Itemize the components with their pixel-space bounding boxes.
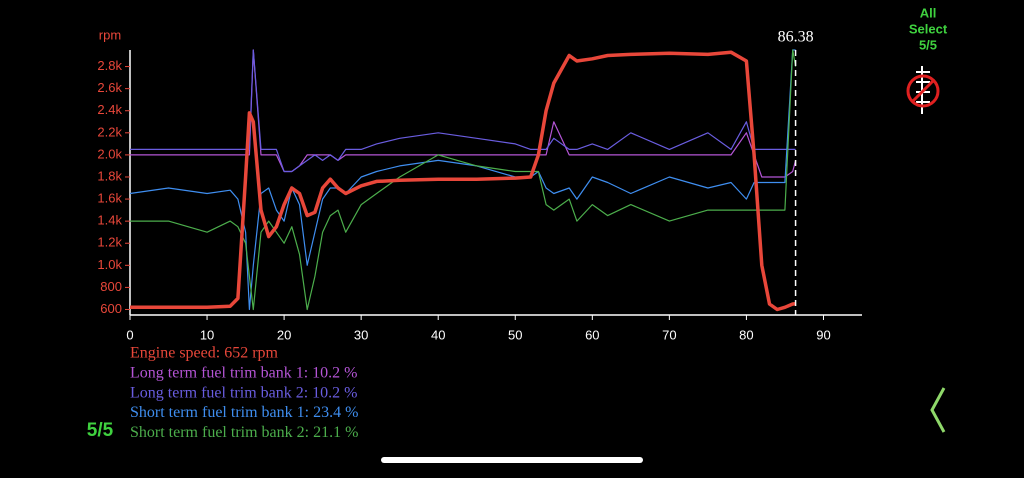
x-tick-label: 80 xyxy=(739,327,753,342)
x-tick-label: 60 xyxy=(585,327,599,342)
y-axis-label: rpm xyxy=(99,27,121,42)
y-tick-label: 1.6k xyxy=(97,191,122,206)
x-tick-label: 70 xyxy=(662,327,676,342)
hide-icon[interactable] xyxy=(906,66,940,114)
y-tick-label: 1.8k xyxy=(97,168,122,183)
home-indicator xyxy=(381,457,643,463)
x-tick-label: 10 xyxy=(200,327,214,342)
x-tick-label: 50 xyxy=(508,327,522,342)
legend-entry: Short term fuel trim bank 1: 23.4 % xyxy=(130,404,358,421)
all-select[interactable]: Select xyxy=(909,21,948,36)
y-tick-label: 2.4k xyxy=(97,102,122,117)
y-tick-label: 1.0k xyxy=(97,257,122,272)
x-tick-label: 40 xyxy=(431,327,445,342)
series-line xyxy=(130,49,796,173)
icon-part xyxy=(906,74,940,108)
x-tick-label: 30 xyxy=(354,327,368,342)
x-tick-label: 20 xyxy=(277,327,291,342)
icon-part xyxy=(910,78,936,104)
cursor-label: 86.38 xyxy=(778,29,814,46)
y-tick-label: 2.8k xyxy=(97,58,122,73)
page-indicator: 5/5 xyxy=(87,420,114,441)
y-tick-label: 800 xyxy=(100,279,122,294)
series-line xyxy=(130,50,796,312)
all-select[interactable]: 5/5 xyxy=(919,37,937,52)
x-tick-label: 0 xyxy=(126,327,133,342)
legend-entry: Long term fuel trim bank 1: 10.2 % xyxy=(130,364,358,381)
legend-entry: Engine speed: 652 rpm xyxy=(130,345,279,362)
y-tick-label: 1.2k xyxy=(97,235,122,250)
all-select[interactable]: All xyxy=(920,5,937,20)
series-line xyxy=(130,49,797,311)
legend-entry: Long term fuel trim bank 2: 10.2 % xyxy=(130,384,358,401)
y-tick-label: 600 xyxy=(100,301,122,316)
y-tick-label: 2.0k xyxy=(97,146,122,161)
series-line xyxy=(129,49,796,311)
series-line xyxy=(130,49,797,178)
legend-entry: Short term fuel trim bank 2: 21.1 % xyxy=(130,424,358,441)
back-button[interactable] xyxy=(930,387,946,433)
x-tick-label: 90 xyxy=(816,327,830,342)
y-tick-label: 2.6k xyxy=(97,80,122,95)
y-tick-label: 1.4k xyxy=(97,213,122,228)
y-tick-label: 2.2k xyxy=(97,124,122,139)
